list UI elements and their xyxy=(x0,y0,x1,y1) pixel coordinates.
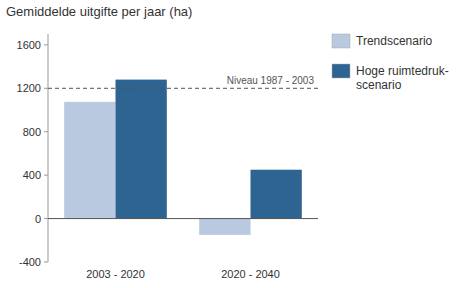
legend-label: Trendscenario xyxy=(356,34,433,48)
x-tick-label: 2003 - 2020 xyxy=(86,268,145,280)
legend-swatch xyxy=(332,64,350,78)
bar xyxy=(116,80,167,219)
legend-swatch xyxy=(332,34,350,48)
bars-group xyxy=(48,80,318,235)
y-tick xyxy=(44,131,48,132)
y-tick-label: 1600 xyxy=(17,39,41,51)
bar xyxy=(251,170,302,219)
legend: Trendscenario Hoge ruimtedruk-scenario xyxy=(332,34,449,92)
legend-label-line: Hoge ruimtedruk- xyxy=(356,64,449,78)
y-tick-label: 0 xyxy=(35,213,41,225)
chart-svg: Gemiddelde uitgifte per jaar (ha) -400 0 40… xyxy=(0,0,469,288)
reference-line-label: Niveau 1987 - 2003 xyxy=(227,75,315,86)
y-tick-label: -400 xyxy=(19,256,41,268)
y-tick xyxy=(44,175,48,176)
bar xyxy=(199,219,250,235)
y-tick-label: 1200 xyxy=(17,82,41,94)
x-tick-label: 2020 - 2040 xyxy=(221,268,280,280)
y-tick-label: 400 xyxy=(23,169,41,181)
y-tick xyxy=(44,88,48,89)
reference-line xyxy=(48,88,318,89)
y-tick xyxy=(44,44,48,45)
zero-line xyxy=(48,218,318,219)
chart-title: Gemiddelde uitgifte per jaar (ha) xyxy=(6,4,192,19)
y-tick-label: 800 xyxy=(23,126,41,138)
bar xyxy=(64,102,115,219)
y-tick xyxy=(44,262,48,263)
chart-container: Gemiddelde uitgifte per jaar (ha) -400 0 40… xyxy=(0,0,469,288)
legend-label-line: Trendscenario xyxy=(356,34,433,48)
legend-label: Hoge ruimtedruk-scenario xyxy=(356,64,449,92)
legend-label-line: scenario xyxy=(356,78,402,92)
y-tick xyxy=(44,218,48,219)
y-axis-line xyxy=(48,34,49,262)
